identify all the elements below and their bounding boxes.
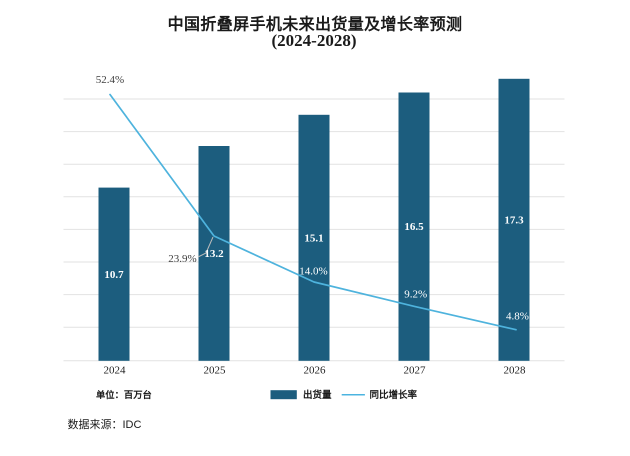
svg-text:2025: 2025 [204,365,227,377]
svg-text:17.3: 17.3 [504,214,524,226]
svg-text:(2024-2028): (2024-2028) [272,31,357,50]
svg-text:10.7: 10.7 [104,269,124,281]
svg-text:13.2: 13.2 [204,248,224,260]
svg-text:2027: 2027 [404,365,427,377]
svg-text:14.0%: 14.0% [299,266,327,278]
svg-text:9.2%: 9.2% [404,288,427,300]
svg-text:2026: 2026 [304,365,327,377]
svg-text:23.9%: 23.9% [168,253,196,265]
svg-text:4.8%: 4.8% [506,311,529,323]
svg-text:同比增长率: 同比增长率 [370,389,418,401]
svg-text:单位：百万台: 单位：百万台 [96,389,152,400]
svg-text:数据来源：IDC: 数据来源：IDC [68,417,142,431]
svg-text:2024: 2024 [104,365,127,377]
svg-text:2028: 2028 [504,365,527,377]
svg-text:出货量: 出货量 [303,389,332,401]
svg-text:15.1: 15.1 [304,232,323,244]
svg-text:中国折叠屏手机未来出货量及增长率预测: 中国折叠屏手机未来出货量及增长率预测 [168,15,463,34]
svg-text:52.4%: 52.4% [96,74,124,86]
svg-text:16.5: 16.5 [404,221,424,233]
